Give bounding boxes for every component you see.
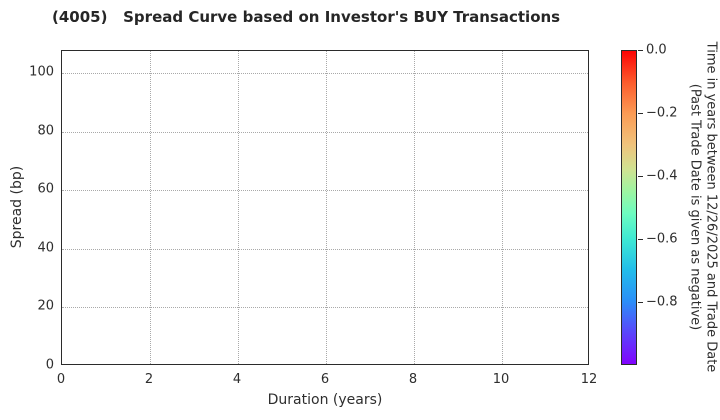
y-tick-label: 80 — [37, 123, 54, 139]
plot-area — [61, 50, 589, 365]
colorbar-tick-mark — [638, 239, 643, 240]
colorbar-label-line1: Time in years between 12/26/2025 and Tra… — [703, 41, 719, 373]
gridline-horizontal — [62, 307, 588, 309]
x-tick-label: 12 — [580, 372, 598, 387]
y-tick-label: 40 — [37, 240, 54, 256]
gridline-vertical — [238, 51, 239, 364]
gridline-vertical — [150, 51, 151, 364]
x-tick-label: 0 — [56, 372, 66, 387]
y-tick-label: 60 — [37, 181, 54, 197]
colorbar-tick-mark — [638, 176, 643, 177]
colorbar-label-line2: (Past Trade Date is given as negative) — [687, 83, 702, 331]
colorbar-tick-mark — [638, 113, 643, 114]
gridline-horizontal — [62, 190, 588, 192]
colorbar-gradient — [621, 50, 637, 365]
colorbar-tick-mark — [638, 302, 643, 303]
chart-title: (4005) Spread Curve based on Investor's … — [52, 8, 561, 26]
colorbar-tick-label: −0.4 — [646, 168, 678, 184]
x-axis-label: Duration (years) — [267, 392, 383, 408]
colorbar-tick-label: 0.0 — [646, 42, 667, 58]
x-tick-label: 8 — [408, 372, 418, 387]
gridline-vertical — [502, 51, 503, 364]
x-tick-label: 10 — [492, 372, 510, 387]
y-tick-label: 20 — [37, 298, 54, 314]
colorbar-tick-label: −0.6 — [646, 231, 678, 247]
gridline-horizontal — [62, 248, 588, 250]
colorbar-tick-mark — [638, 50, 643, 51]
gridline-horizontal — [62, 131, 588, 133]
gridline-vertical — [414, 51, 415, 364]
x-tick-label: 2 — [144, 372, 154, 387]
colorbar-tick-label: −0.2 — [646, 105, 678, 121]
gridline-horizontal — [62, 72, 588, 74]
y-tick-label: 0 — [45, 357, 54, 373]
x-tick-label: 6 — [320, 372, 330, 387]
gridline-vertical — [326, 51, 327, 364]
colorbar-tick-label: −0.8 — [646, 294, 678, 310]
y-axis-label: Spread (bp) — [9, 165, 25, 249]
colorbar-label: Time in years between 12/26/2025 and Tra… — [686, 41, 719, 373]
y-tick-label: 100 — [29, 64, 54, 80]
x-tick-label: 4 — [232, 372, 242, 387]
